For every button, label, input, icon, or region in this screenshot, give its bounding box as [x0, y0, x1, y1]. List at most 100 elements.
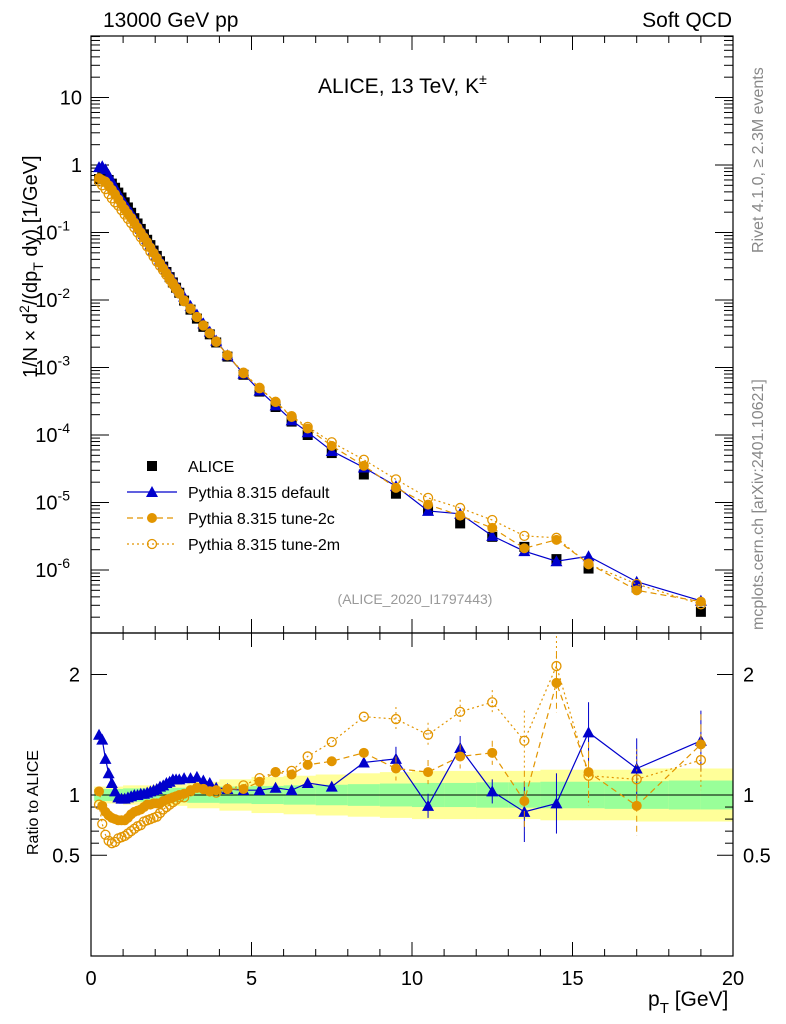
- pythia-tune-2m-point: [390, 474, 402, 485]
- pythia-tune-2m-point: [326, 736, 337, 748]
- ratio-y-tick-label: 1: [69, 785, 80, 807]
- pythia-tune-2c-point: [390, 482, 401, 493]
- pythia-tune-2m-point: [695, 599, 707, 610]
- pythia-tune-2c-point: [326, 756, 337, 767]
- pythia-tune-2m-point: [167, 797, 179, 808]
- pythia-tune-2c-point: [695, 596, 706, 607]
- pythia-default-point: [582, 726, 595, 738]
- pythia-tune-2m-point: [103, 835, 114, 846]
- pythia-tune-2m-point: [238, 780, 249, 791]
- pythia-default-point: [357, 756, 370, 768]
- pythia-tune-2c-point: [455, 751, 466, 762]
- pythia-tune-2m-point: [422, 729, 434, 740]
- alice-point: [695, 606, 706, 617]
- pythia-default-point: [102, 767, 115, 779]
- pythia-tune-2m-point: [178, 792, 190, 803]
- pythia-tune-2m-point: [97, 818, 108, 830]
- pythia-tune-2c-point: [519, 796, 530, 807]
- pythia-tune-2c-point: [94, 786, 105, 797]
- x-tick-label: 5: [246, 968, 257, 990]
- pythia-tune-2m-point: [93, 799, 105, 810]
- pythia-tune-2m-point: [302, 421, 313, 433]
- pythia-tune-2m-point: [198, 320, 209, 331]
- analysis-watermark: (ALICE_2020_I1797443): [338, 591, 493, 607]
- main-series-layer: [93, 160, 707, 617]
- pythia-tune-2m-point: [583, 770, 594, 781]
- pythia-tune-2m-point: [454, 502, 466, 514]
- pythia-tune-2m-point: [551, 660, 562, 672]
- pythia-default-point: [630, 575, 643, 587]
- pythia-tune-2c-point: [390, 763, 401, 774]
- series-line: [98, 181, 702, 605]
- pythia-tune-2c-point: [695, 739, 706, 750]
- pythia-tune-2c-point: [270, 767, 281, 778]
- legend-entry: Pythia 8.315 tune-2m: [127, 537, 340, 554]
- main-series-alice: [94, 172, 706, 617]
- pythia-tune-2m-point: [631, 774, 642, 785]
- legend-label: Pythia 8.315 tune-2m: [188, 537, 340, 554]
- main-series-pythia-8-315-tune-2c: [94, 173, 706, 607]
- pythia-default-point: [486, 529, 499, 541]
- y-tick-label: 10-6: [35, 555, 70, 582]
- pythia-tune-2m-point: [125, 826, 137, 837]
- pythia-tune-2m-point: [191, 782, 203, 793]
- legend: ALICE Pythia 8.315 default Pythia 8.315 tu…: [127, 459, 340, 554]
- pythia-tune-2m-point: [519, 735, 530, 746]
- pythia-tune-2m-point: [286, 411, 297, 422]
- pythia-tune-2c-point: [254, 383, 265, 394]
- y-tick-label: 10: [60, 88, 82, 110]
- pythia-tune-2m-point: [100, 829, 111, 840]
- x-axis-label: pT [GeV]: [648, 988, 728, 1017]
- pythia-tune-2m-point: [270, 766, 281, 778]
- pythia-tune-2m-point: [358, 454, 370, 465]
- pythia-default-point: [486, 785, 499, 797]
- pythia-tune-2m-point: [551, 532, 562, 543]
- pythia-tune-2m-point: [390, 713, 402, 725]
- main-series-pythia-8-315-tune-2m: [93, 176, 707, 610]
- x-tick-label: 10: [401, 968, 423, 990]
- legend-entry: Pythia 8.315 tune-2c: [127, 511, 335, 528]
- pythia-tune-2c-point: [519, 543, 530, 554]
- pythia-tune-2m-point: [631, 578, 642, 590]
- ratio-series-layer: [93, 635, 707, 849]
- legend-entry: ALICE: [147, 459, 234, 476]
- main-y-axis-label: 1/N × d2/(dpT dy) [1/GeV]: [16, 155, 46, 378]
- pythia-default-point: [96, 733, 109, 745]
- pythia-tune-2c-point: [358, 747, 369, 758]
- series-line: [98, 165, 702, 602]
- pythia-tune-2m-point: [326, 437, 337, 448]
- ratio-series-pythia-8-315-tune-2c: [94, 652, 706, 836]
- y-tick-label: 10-4: [35, 420, 70, 447]
- legend-label: Pythia 8.315 tune-2c: [188, 511, 335, 528]
- pythia-tune-2c-point: [487, 522, 498, 533]
- pythia-tune-2c-point: [286, 769, 297, 780]
- pythia-tune-2m-point: [238, 367, 249, 378]
- pythia-tune-2m-point: [222, 350, 233, 361]
- x-tick-label: 0: [85, 968, 96, 990]
- pythia-tune-2m-point: [270, 396, 281, 407]
- pythia-default-point: [190, 770, 203, 782]
- ratio-y-axis-label: Ratio to ALICE: [25, 750, 42, 855]
- pythia-tune-2c-point: [222, 783, 233, 794]
- alice-point: [455, 518, 466, 529]
- ratio-series-pythia-8-315-tune-2m: [93, 635, 707, 849]
- pythia-tune-2m-point: [695, 754, 707, 766]
- pythia-tune-2m-point: [211, 336, 222, 347]
- category-label: Soft QCD: [642, 9, 732, 32]
- pythia-default-point: [105, 776, 118, 788]
- alice-point: [358, 469, 369, 480]
- pythia-tune-2m-point: [198, 783, 209, 795]
- axis-ticks: [90, 36, 734, 956]
- pythia-tune-2m-point: [109, 836, 121, 848]
- pythia-default-point: [630, 762, 643, 774]
- pythia-tune-2m-point: [422, 492, 434, 504]
- ratio-y-tick-label: 2: [69, 665, 80, 687]
- pythia-tune-2m-point: [211, 787, 222, 798]
- pythia-default-point: [550, 555, 563, 567]
- pythia-default-point: [269, 781, 282, 793]
- ratio-y-tick-label-right: 2: [743, 665, 754, 687]
- pythia-tune-2m-point: [148, 251, 159, 262]
- pythia-tune-2m-point: [158, 804, 169, 815]
